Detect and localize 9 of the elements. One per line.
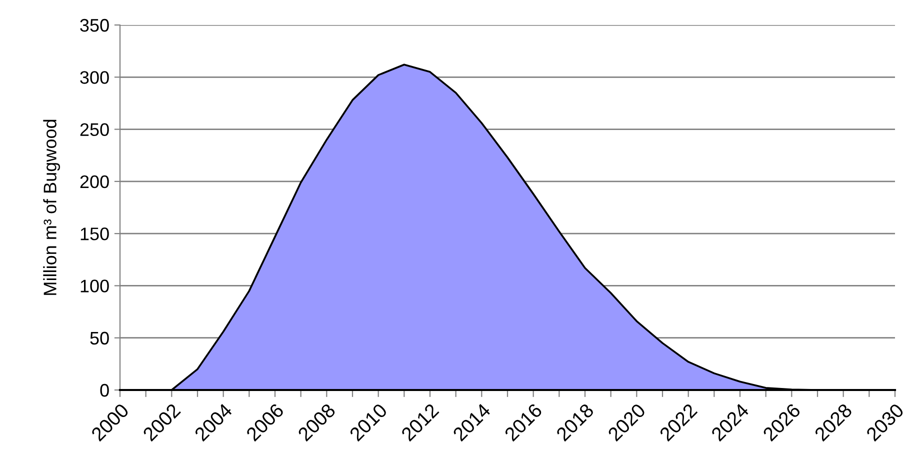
y-tick-label: 250: [80, 123, 109, 136]
y-tick-label: 50: [90, 332, 109, 345]
y-tick-label: 100: [80, 280, 109, 292]
y-tick-label: 350: [80, 18, 109, 32]
y-tick-label: 200: [80, 175, 109, 188]
y-tick-label: 0: [100, 384, 109, 397]
y-tick-label: 300: [80, 71, 109, 84]
y-axis-title: Million m³ of Bugwood: [43, 120, 60, 295]
y-tick-label: 150: [80, 228, 109, 240]
